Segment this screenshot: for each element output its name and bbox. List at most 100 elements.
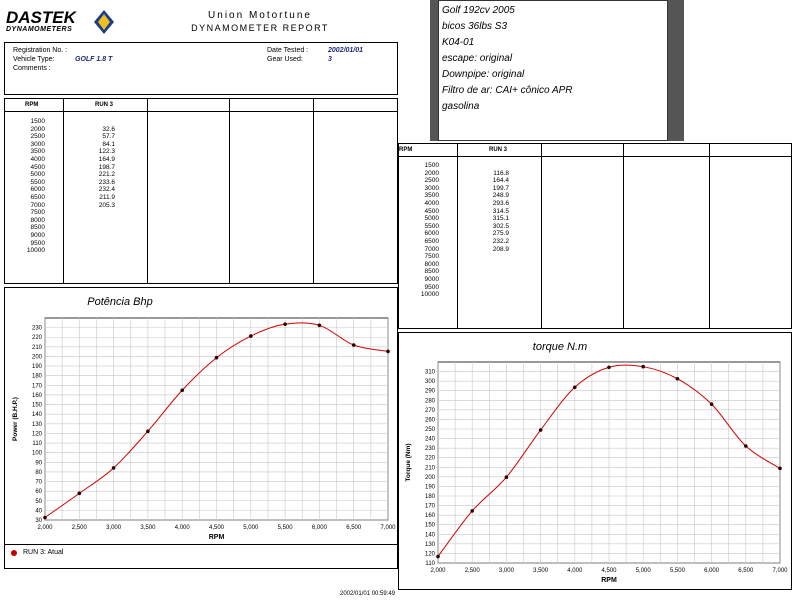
table-header-run: RUN 3: [489, 147, 508, 153]
data-point: [744, 444, 748, 448]
table-column-divider: [709, 144, 710, 328]
table-header-run: RUN 3: [95, 102, 114, 108]
y-tick-label: 110: [425, 561, 435, 567]
table-column-divider: [63, 99, 64, 283]
x-tick-label: 7,000: [772, 568, 788, 574]
x-tick-label: 6,500: [738, 568, 754, 574]
data-point: [504, 475, 509, 479]
x-tick-label: 4,500: [209, 525, 225, 531]
x-tick-label: 4,000: [175, 525, 191, 531]
table-column-divider: [229, 99, 230, 283]
torque-data-table: RPM RUN 3 1500 2000 2500 3000 3500 4000 …: [398, 143, 792, 329]
data-point: [709, 402, 714, 407]
y-tick-label: 180: [425, 494, 436, 500]
y-tick-label: 180: [32, 374, 43, 380]
date-value: 2002/01/01: [328, 47, 364, 54]
table-rpm-column: 1500 2000 2500 3000 3500 4000 4500 5000 …: [26, 118, 45, 255]
data-point: [249, 334, 253, 338]
table-column-divider: [313, 99, 314, 283]
note-line: Golf 192cv 2005: [442, 5, 515, 16]
y-tick-label: 250: [425, 427, 436, 433]
x-tick-label: 6,500: [346, 525, 362, 531]
y-tick-label: 130: [425, 542, 436, 548]
x-tick-label: 5,500: [670, 568, 686, 574]
y-tick-label: 150: [32, 403, 43, 409]
y-tick-label: 70: [35, 480, 42, 486]
registration-label: Registration No. :: [13, 47, 68, 54]
y-tick-label: 280: [425, 398, 436, 404]
x-tick-label: 5,000: [636, 568, 652, 574]
x-tick-label: 2,000: [37, 525, 53, 531]
y-tick-label: 130: [32, 422, 43, 428]
y-tick-label: 230: [32, 326, 43, 332]
table-column-divider: [541, 144, 542, 328]
y-tick-label: 210: [425, 465, 436, 471]
x-tick-label: 2,000: [430, 568, 446, 574]
vehicle-info-box: Registration No. : Vehicle Type: GOLF 1.…: [4, 42, 398, 95]
y-tick-label: 120: [32, 431, 43, 437]
y-tick-label: 150: [425, 523, 436, 529]
x-tick-label: 2,500: [465, 568, 481, 574]
y-tick-label: 240: [425, 437, 436, 443]
company-name: Union Motortune: [208, 10, 312, 21]
note-line: K04-01: [442, 37, 475, 48]
data-point: [778, 466, 782, 471]
y-tick-label: 270: [425, 408, 436, 414]
x-tick-label: 2,500: [72, 525, 88, 531]
note-line: gasolina: [442, 101, 480, 112]
y-axis-label: Torque (Nm): [405, 443, 412, 481]
data-point: [317, 323, 322, 328]
logo-emblem-icon: [94, 10, 114, 34]
table-header-rule: [5, 111, 397, 112]
data-point: [214, 355, 219, 360]
data-point: [180, 388, 184, 393]
report-title: DYNAMOMETER REPORT: [191, 23, 329, 33]
data-point: [470, 509, 475, 513]
data-point: [43, 515, 47, 520]
data-point: [607, 365, 611, 370]
y-tick-label: 140: [425, 532, 436, 538]
logo-sub-text: DYNAMOMETERS: [6, 26, 73, 33]
y-tick-label: 170: [32, 383, 43, 389]
data-point: [641, 364, 645, 369]
y-tick-label: 170: [425, 504, 436, 510]
x-tick-label: 3,000: [106, 525, 122, 531]
table-header-rule: [399, 156, 791, 157]
y-tick-label: 160: [425, 513, 436, 519]
logo-main-text: DASTEK: [6, 8, 76, 27]
x-axis-label: RPM: [601, 577, 617, 584]
table-header-rpm: RPM: [399, 147, 413, 153]
table-rpm-column: 1500 2000 2500 3000 3500 4000 4500 5000 …: [420, 162, 439, 299]
y-tick-label: 80: [35, 470, 42, 476]
vehicle-label: Vehicle Type:: [13, 56, 55, 63]
legend-marker-icon: [11, 550, 17, 556]
y-tick-label: 160: [32, 393, 43, 399]
x-tick-label: 5,000: [243, 525, 259, 531]
data-point: [675, 376, 680, 381]
y-tick-label: 50: [35, 499, 42, 505]
data-point: [386, 349, 390, 354]
data-point: [351, 343, 356, 347]
note-line: Downpipe: original: [442, 69, 525, 80]
y-tick-label: 290: [425, 389, 436, 395]
y-tick-label: 40: [35, 508, 42, 514]
legend-label: RUN 3: Atual: [23, 549, 64, 556]
y-tick-label: 220: [32, 335, 43, 341]
y-tick-label: 310: [425, 370, 436, 376]
data-point: [573, 385, 577, 390]
note-line: bicos 36lbs S3: [442, 21, 508, 32]
x-tick-label: 6,000: [704, 568, 720, 574]
y-tick-label: 30: [35, 518, 42, 524]
y-tick-label: 220: [425, 456, 436, 462]
data-point: [436, 554, 440, 559]
gear-label: Gear Used:: [267, 56, 303, 63]
x-tick-label: 3,000: [499, 568, 515, 574]
y-axis-label: Power (B.H.P.): [12, 397, 19, 441]
x-tick-label: 3,500: [140, 525, 156, 531]
y-tick-label: 190: [32, 364, 43, 370]
notes-panel: Golf 192cv 2005 bicos 36lbs S3 K04-01 es…: [438, 0, 668, 141]
data-point: [283, 322, 287, 326]
y-tick-label: 200: [32, 354, 43, 360]
footer-timestamp: 2002/01/01 00:59:49: [340, 591, 396, 597]
